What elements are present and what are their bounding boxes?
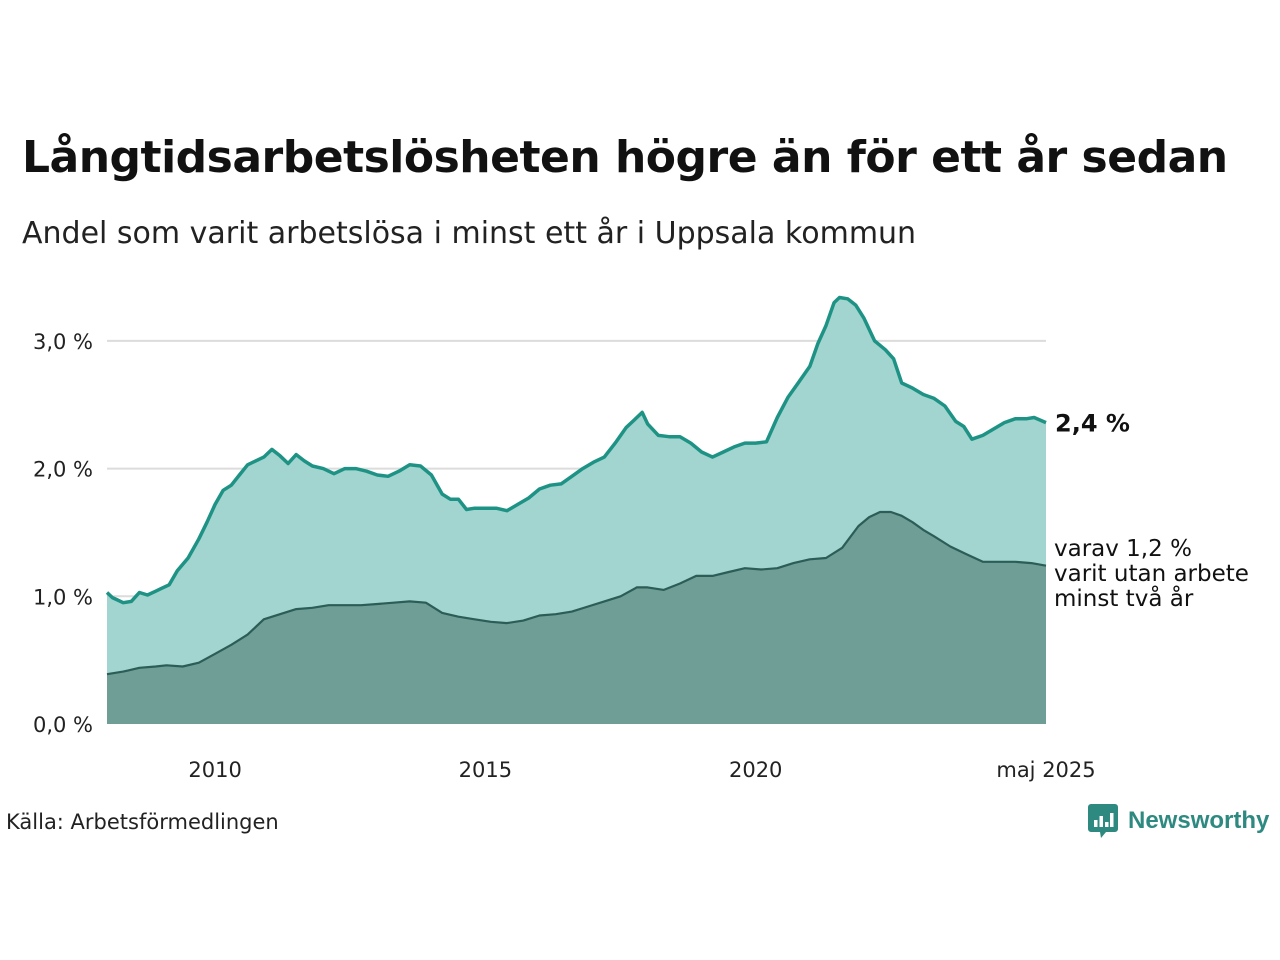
series-lines xyxy=(105,295,1047,676)
y-axis: 0,0 % 1,0 % 2,0 % 3,0 % xyxy=(33,330,93,737)
chart-subtitle: Andel som varit arbetslösa i minst ett å… xyxy=(22,216,917,251)
line-minst_tva_ar xyxy=(106,510,1047,676)
end-label-2yr-line: varav 1,2 % xyxy=(1054,536,1192,562)
end-label-2yr-line: varit utan arbete xyxy=(1054,561,1249,587)
areas xyxy=(107,297,1046,724)
brand-logo: Newsworthy xyxy=(1088,804,1269,838)
source-note: Källa: Arbetsförmedlingen xyxy=(6,810,279,834)
x-tick-label: 2010 xyxy=(188,758,241,782)
end-label-2yr-line: minst två år xyxy=(1054,584,1194,612)
x-tick-label: 2020 xyxy=(729,758,782,782)
area-minst_tva_ar xyxy=(107,512,1046,724)
x-tick-label: maj 2025 xyxy=(996,758,1095,782)
line-minst_ett_ar xyxy=(105,295,1047,605)
brand-name: Newsworthy xyxy=(1128,807,1270,834)
y-tick-label: 2,0 % xyxy=(33,458,93,482)
chart-title: Långtidsarbetslösheten högre än för ett … xyxy=(22,132,1228,183)
y-tick-label: 1,0 % xyxy=(33,585,93,609)
x-axis: 2010 2015 2020 maj 2025 xyxy=(188,758,1095,782)
y-tick-label: 3,0 % xyxy=(33,330,93,354)
newsworthy-logo-icon xyxy=(1088,804,1118,838)
end-label-1yr: 2,4 % xyxy=(1055,410,1130,438)
y-tick-label: 0,0 % xyxy=(33,713,93,737)
x-tick-label: 2015 xyxy=(459,758,512,782)
